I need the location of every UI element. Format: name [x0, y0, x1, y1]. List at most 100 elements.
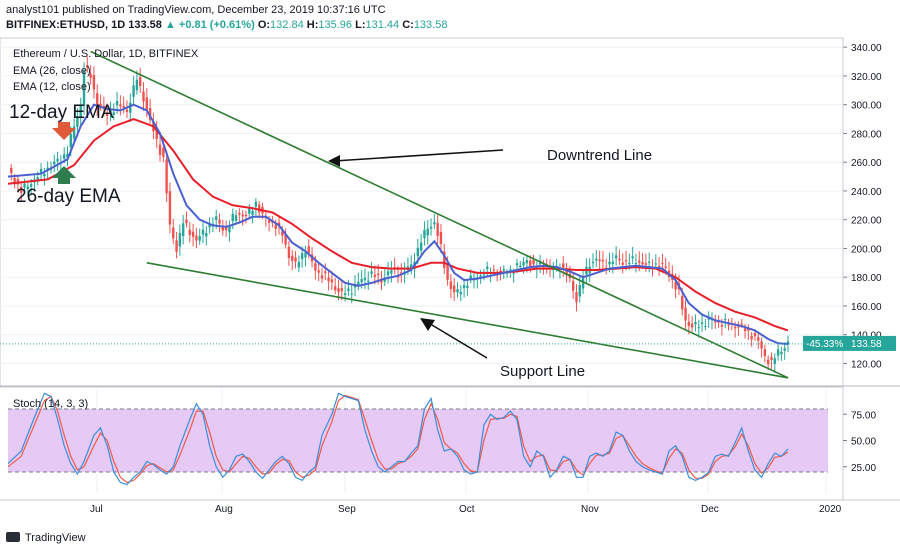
candle-body [277, 222, 281, 226]
price-tick-label: 340.00 [851, 43, 882, 54]
candle-body [221, 226, 225, 231]
candle-body [628, 262, 631, 264]
candle-body [519, 265, 522, 267]
time-tick-label: Sep [338, 504, 356, 515]
candle-body [757, 337, 760, 341]
last-price-tag-label: 133.58 [851, 339, 882, 350]
candle-body [330, 279, 334, 283]
candle-body [426, 228, 429, 236]
candle-body [760, 341, 763, 349]
candle-body [486, 266, 489, 270]
candle-body [119, 104, 122, 107]
stoch-tick-label: 25.00 [851, 463, 876, 474]
candle-body [595, 258, 598, 261]
candle-body [172, 227, 175, 239]
candle-body [215, 216, 218, 220]
candle-body [284, 234, 287, 245]
candle-body [300, 253, 304, 260]
candle-body [201, 229, 205, 235]
candle-body [350, 293, 353, 295]
candle-body [307, 246, 310, 253]
close-label: C: [402, 19, 414, 31]
candle-body [410, 264, 413, 268]
price-tick-label: 240.00 [851, 187, 882, 198]
candle-body [132, 85, 135, 97]
candle-body [681, 295, 684, 310]
candle-body [747, 328, 750, 331]
tradingview-logo-icon [6, 532, 20, 542]
stoch-tick-label: 75.00 [851, 410, 876, 421]
candle-body [720, 324, 724, 327]
ema26-line [7, 118, 789, 332]
last-price-tag [844, 335, 896, 351]
candle-body [340, 288, 344, 292]
candle-body [287, 246, 291, 258]
candle-body [783, 348, 786, 351]
close-value: 133.58 [413, 19, 448, 31]
candle-body [13, 178, 16, 185]
candle-body [343, 293, 347, 296]
candle-body [304, 252, 307, 258]
candle-body [257, 204, 261, 213]
candle-body [707, 318, 710, 320]
candle-body [562, 263, 565, 268]
candle-body [231, 213, 234, 222]
candle-body [125, 109, 129, 112]
candle-body [122, 105, 125, 108]
price-tick-label: 160.00 [851, 302, 882, 313]
candle-body [23, 183, 26, 188]
candle-body [165, 159, 168, 194]
candle-body [43, 174, 46, 177]
candle-body [274, 224, 277, 229]
candle-body [733, 326, 737, 329]
candle-body [452, 285, 456, 293]
candle-body [763, 349, 767, 357]
candle-body [631, 256, 634, 259]
candle-body [56, 158, 59, 162]
brand-label: TradingView [25, 532, 86, 544]
candle-body [525, 260, 529, 264]
candle-body [76, 116, 79, 127]
price-tick-label: 200.00 [851, 244, 882, 255]
support-annotation: Support Line [500, 363, 585, 380]
price-pane[interactable] [0, 37, 900, 388]
candle-body [357, 281, 360, 285]
low-value: 131.44 [365, 19, 400, 31]
candle-body [195, 235, 198, 241]
candle-body [466, 285, 469, 288]
candle-body [492, 269, 496, 271]
candle-body [29, 184, 33, 187]
time-tick-label: Oct [459, 504, 475, 515]
candle-body [294, 257, 297, 262]
candle-body [334, 286, 337, 291]
stoch-legend: Stoch (14, 3, 3) [13, 398, 88, 410]
candle-body [92, 75, 96, 90]
price-tick-label: 260.00 [851, 158, 882, 169]
candle-body [578, 284, 581, 297]
stochastic-pane[interactable] [7, 388, 828, 493]
candle-body [608, 261, 611, 265]
ema12-line [7, 103, 789, 345]
candle-body [618, 258, 621, 261]
candle-body [416, 247, 420, 257]
candle-body [770, 357, 773, 360]
tradingview-footer[interactable]: TradingView [6, 532, 86, 544]
candle-body [482, 274, 486, 276]
candle-body [208, 224, 211, 228]
price-tick-label: 120.00 [851, 359, 882, 370]
candle-body [112, 112, 115, 115]
candle-body [598, 259, 601, 262]
time-tick-label: Dec [701, 504, 719, 515]
candle-body [324, 271, 327, 273]
candle-body [205, 232, 208, 237]
support-pointer-arrow [426, 321, 488, 359]
candle-body [390, 270, 393, 274]
candle-body [714, 321, 717, 323]
candle-body [373, 274, 377, 277]
candle-body [502, 269, 505, 271]
candle-body [743, 328, 747, 332]
candle-body [383, 278, 386, 282]
up-arrow-icon [52, 166, 76, 184]
candle-body [10, 167, 13, 173]
price-tick-label: 280.00 [851, 129, 882, 140]
